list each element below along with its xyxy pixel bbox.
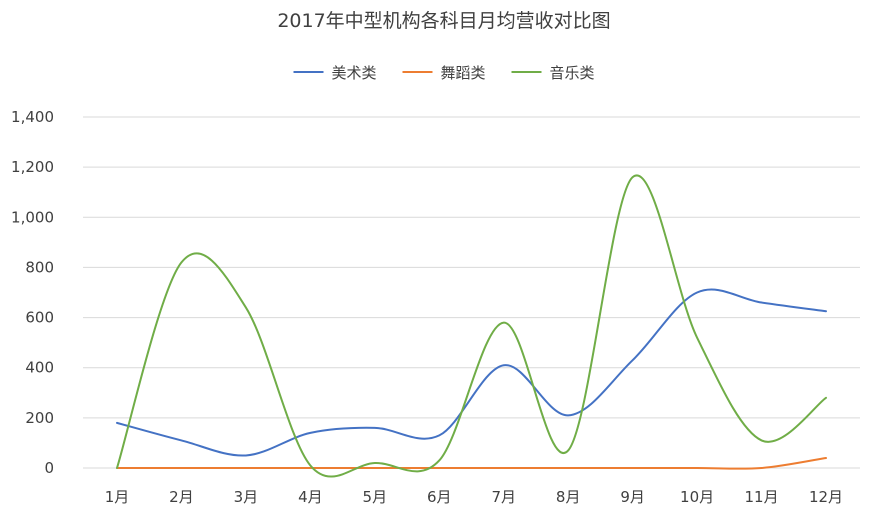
- x-axis: 1月 2月 3月 4月 5月 6月 7月 8月 9月 10月 11月 12月: [105, 488, 843, 506]
- x-tick-label: 9月: [620, 488, 645, 506]
- legend-label: 美术类: [332, 64, 377, 82]
- x-tick-label: 7月: [491, 488, 516, 506]
- chart-title: 2017年中型机构各科目月均营收对比图: [277, 10, 610, 32]
- x-tick-label: 2月: [169, 488, 194, 506]
- y-tick-label: 1,200: [11, 158, 54, 176]
- x-tick-label: 1月: [105, 488, 130, 506]
- legend-label: 音乐类: [550, 64, 595, 82]
- legend: 美术类 舞蹈类 音乐类: [293, 64, 595, 82]
- y-tick-label: 400: [25, 359, 54, 377]
- y-tick-label: 1,000: [11, 208, 54, 226]
- x-tick-label: 5月: [363, 488, 388, 506]
- y-tick-label: 800: [25, 258, 54, 276]
- x-tick-label: 12月: [809, 488, 843, 506]
- series-group: [116, 174, 827, 478]
- series-line-2: [116, 456, 827, 470]
- x-tick-label: 11月: [744, 488, 778, 506]
- x-tick-label: 3月: [234, 488, 259, 506]
- y-tick-label: 0: [44, 459, 54, 477]
- gridlines: [83, 116, 860, 469]
- x-tick-label: 6月: [427, 488, 452, 506]
- y-axis: 0 200 400 600 800 1,000 1,200 1,400: [11, 108, 54, 477]
- series-line-1: [116, 288, 827, 457]
- y-tick-label: 1,400: [11, 108, 54, 126]
- x-tick-label: 10月: [680, 488, 714, 506]
- x-tick-label: 4月: [298, 488, 323, 506]
- y-tick-label: 200: [25, 409, 54, 427]
- y-tick-label: 600: [25, 309, 54, 327]
- series-line-3: [116, 174, 827, 478]
- x-tick-label: 8月: [556, 488, 581, 506]
- legend-label: 舞蹈类: [441, 64, 486, 82]
